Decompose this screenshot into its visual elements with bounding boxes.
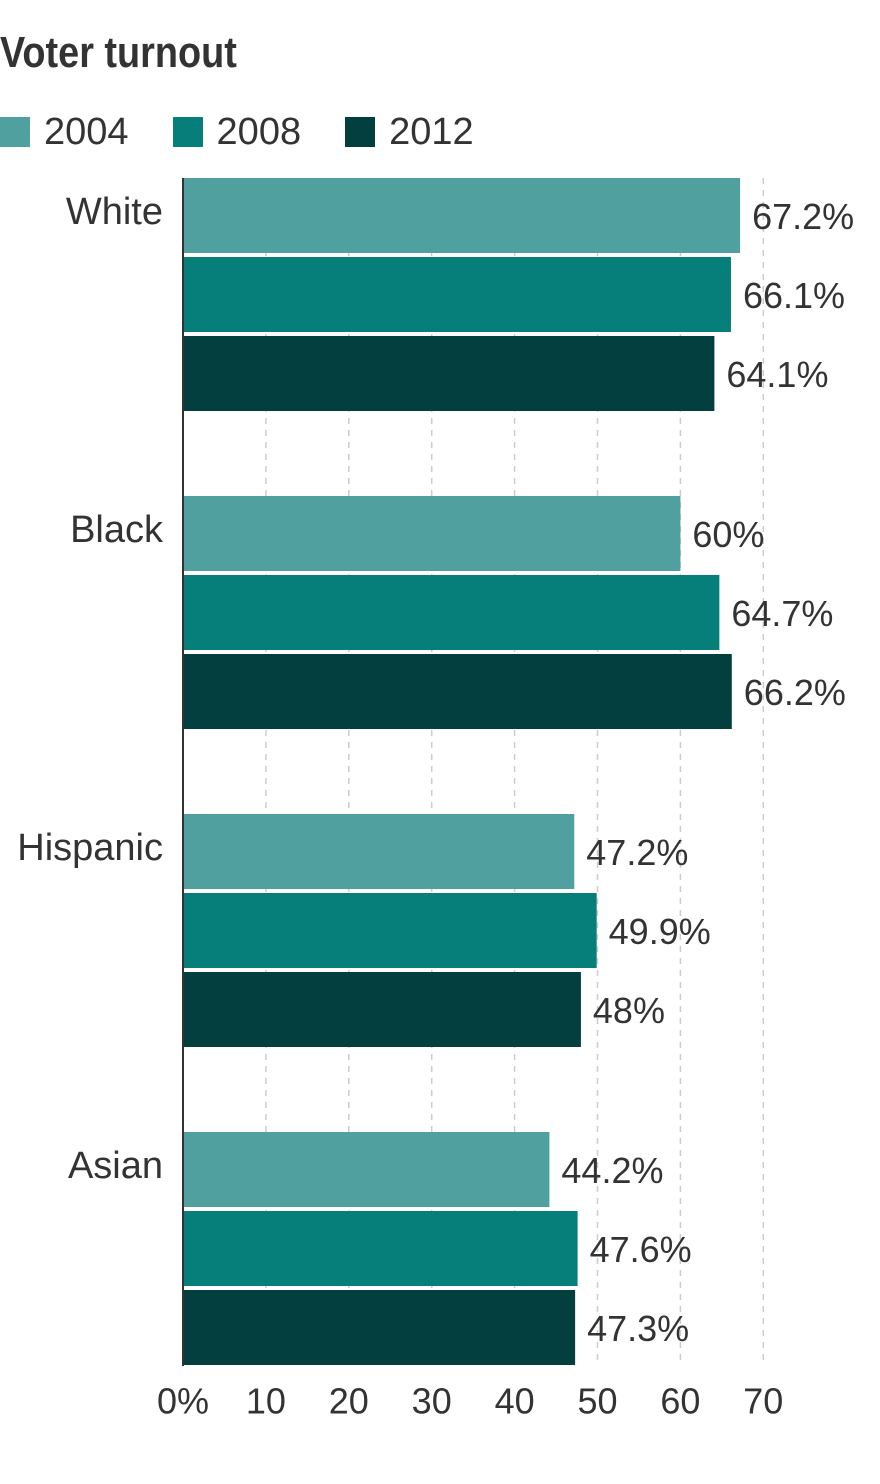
bar-hispanic-2012	[183, 972, 581, 1047]
value-label-hispanic-2008: 49.9%	[609, 911, 711, 952]
bar-asian-2008	[183, 1211, 578, 1286]
bar-white-2004	[183, 178, 741, 253]
value-label-asian-2008: 47.6%	[590, 1229, 692, 1270]
bar-black-2012	[183, 654, 732, 729]
legend-label-2012: 2012	[389, 110, 474, 153]
bar-white-2012	[183, 336, 715, 411]
value-label-black-2008: 64.7%	[731, 593, 833, 634]
value-label-asian-2012: 47.3%	[587, 1308, 689, 1349]
legend-item-2008: 2008	[172, 110, 302, 154]
category-label-black: Black	[70, 509, 164, 551]
bar-white-2008	[183, 257, 731, 332]
legend-label-2004: 2004	[44, 110, 129, 153]
legend-item-2012: 2012	[345, 111, 474, 154]
value-label-white-2008: 66.1%	[743, 275, 845, 316]
x-tick-label-30: 30	[412, 1381, 452, 1422]
legend-swatch-2008	[172, 117, 203, 147]
bar-hispanic-2008	[183, 893, 597, 968]
bar-asian-2012	[183, 1290, 576, 1365]
x-tick-label-40: 40	[495, 1381, 535, 1422]
chart-title: Voter turnout	[0, 28, 237, 77]
legend: 2004 2008 2012	[0, 110, 518, 154]
bar-black-2008	[183, 575, 720, 650]
x-tick-label-60: 60	[660, 1381, 700, 1422]
category-label-white: White	[66, 191, 163, 233]
value-label-black-2004: 60%	[692, 514, 764, 555]
category-label-asian: Asian	[68, 1145, 163, 1187]
x-tick-label-20: 20	[329, 1381, 369, 1422]
value-label-white-2012: 64.1%	[726, 354, 828, 395]
category-label-hispanic: Hispanic	[17, 827, 163, 869]
legend-swatch-2004	[0, 117, 30, 147]
value-label-white-2004: 67.2%	[752, 196, 854, 237]
x-tick-label-50: 50	[577, 1381, 617, 1422]
bar-hispanic-2004	[183, 814, 575, 889]
x-tick-label-0: 0%	[157, 1381, 209, 1422]
x-tick-label-70: 70	[743, 1381, 783, 1422]
bar-black-2004	[183, 496, 681, 571]
value-label-black-2012: 66.2%	[744, 672, 846, 713]
legend-label-2008: 2008	[216, 110, 302, 153]
value-label-hispanic-2004: 47.2%	[586, 832, 688, 873]
legend-swatch-2012	[345, 117, 376, 147]
value-label-asian-2004: 44.2%	[561, 1150, 663, 1191]
x-tick-label-10: 10	[246, 1381, 286, 1422]
legend-item-2004: 2004	[0, 111, 129, 154]
value-label-hispanic-2012: 48%	[593, 990, 665, 1031]
bar-asian-2004	[183, 1132, 550, 1207]
